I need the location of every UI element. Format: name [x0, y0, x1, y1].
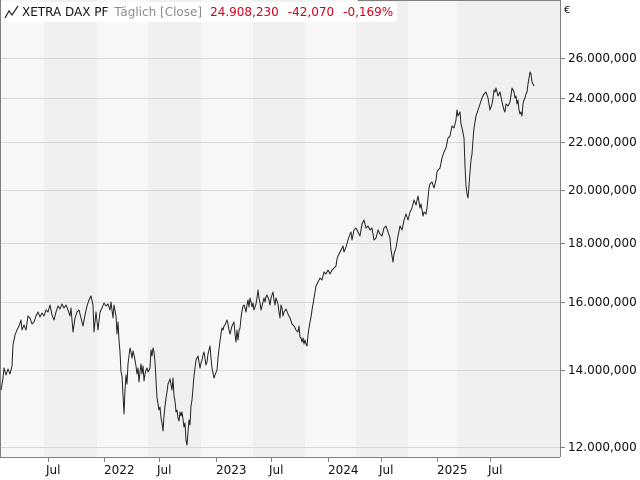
y-tick-marks — [561, 58, 565, 448]
y-tick-label: 22.000,000 — [568, 135, 637, 149]
x-tick-label: 2022 — [104, 463, 135, 477]
y-tick-label: 16.000,000 — [568, 295, 637, 309]
y-tick-label: 14.000,000 — [568, 363, 637, 377]
x-tick-marks — [48, 458, 491, 462]
y-tick-label: 26.000,000 — [568, 51, 637, 65]
time-bands — [44, 0, 560, 457]
y-tick-label: 20.000,000 — [568, 183, 637, 197]
y-tick-label: 18.000,000 — [568, 236, 637, 250]
x-tick-label: Jul — [269, 463, 284, 477]
x-tick-label: 2024 — [328, 463, 359, 477]
period-label: Täglich [Close] — [114, 5, 203, 19]
x-tick-label: Jul — [379, 463, 394, 477]
x-tick-label: 2025 — [437, 463, 468, 477]
y-tick-label: 12.000,000 — [568, 440, 637, 454]
x-tick-label: Jul — [157, 463, 172, 477]
price-line — [0, 71, 535, 446]
currency-label: € — [564, 5, 571, 16]
change-absolute: -42,070 — [287, 5, 335, 19]
line-chart-icon — [4, 5, 19, 19]
x-tick-label: Jul — [488, 463, 503, 477]
change-percent: -0,169% — [343, 5, 394, 19]
last-value: 24.908,230 — [210, 5, 279, 19]
chart-legend: XETRA DAX PF Täglich [Close] 24.908,230 … — [2, 2, 398, 22]
instrument-name: XETRA DAX PF — [22, 5, 109, 19]
y-tick-label: 24.000,000 — [568, 91, 637, 105]
x-tick-label: Jul — [46, 463, 61, 477]
x-tick-label: 2023 — [216, 463, 247, 477]
plot-frame — [0, 0, 561, 458]
